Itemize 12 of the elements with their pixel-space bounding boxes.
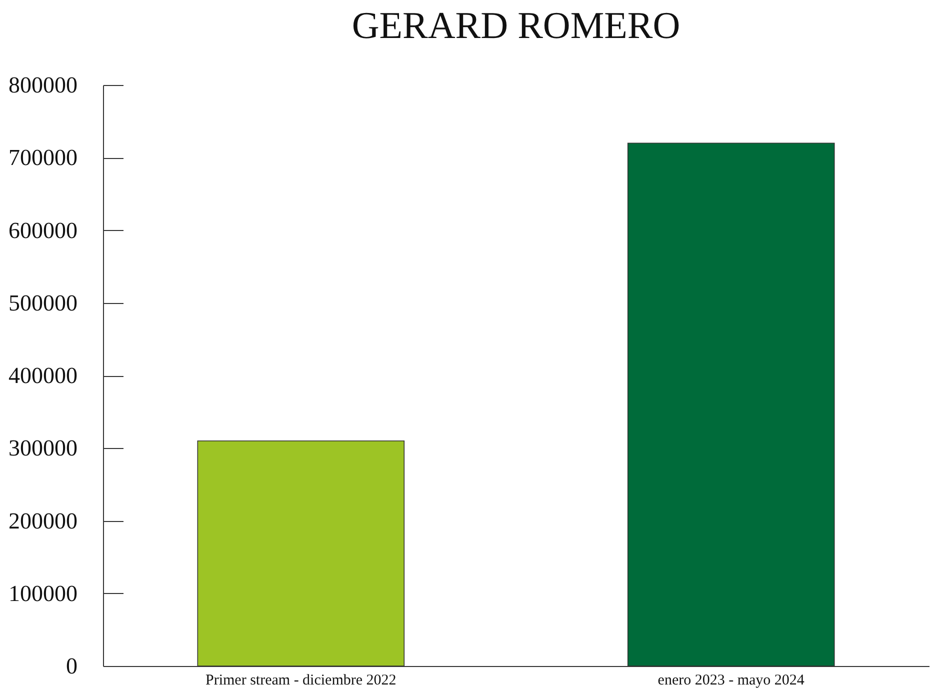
y-tick-label: 0: [66, 654, 78, 678]
y-tick-label: 600000: [8, 218, 78, 243]
x-tick-label: enero 2023 - mayo 2024: [658, 672, 805, 688]
x-tick-label: Primer stream - diciembre 2022: [206, 672, 396, 688]
chart-title: GERARD ROMERO: [352, 5, 680, 47]
y-tick-label: 700000: [8, 145, 78, 170]
y-tick-label: 500000: [8, 290, 78, 316]
y-tick-label: 300000: [8, 436, 78, 461]
y-tick-label: 800000: [8, 72, 78, 98]
y-tick-label: 400000: [8, 363, 78, 388]
y-tick-label: 200000: [8, 508, 78, 534]
y-tick-label: 100000: [8, 580, 78, 606]
